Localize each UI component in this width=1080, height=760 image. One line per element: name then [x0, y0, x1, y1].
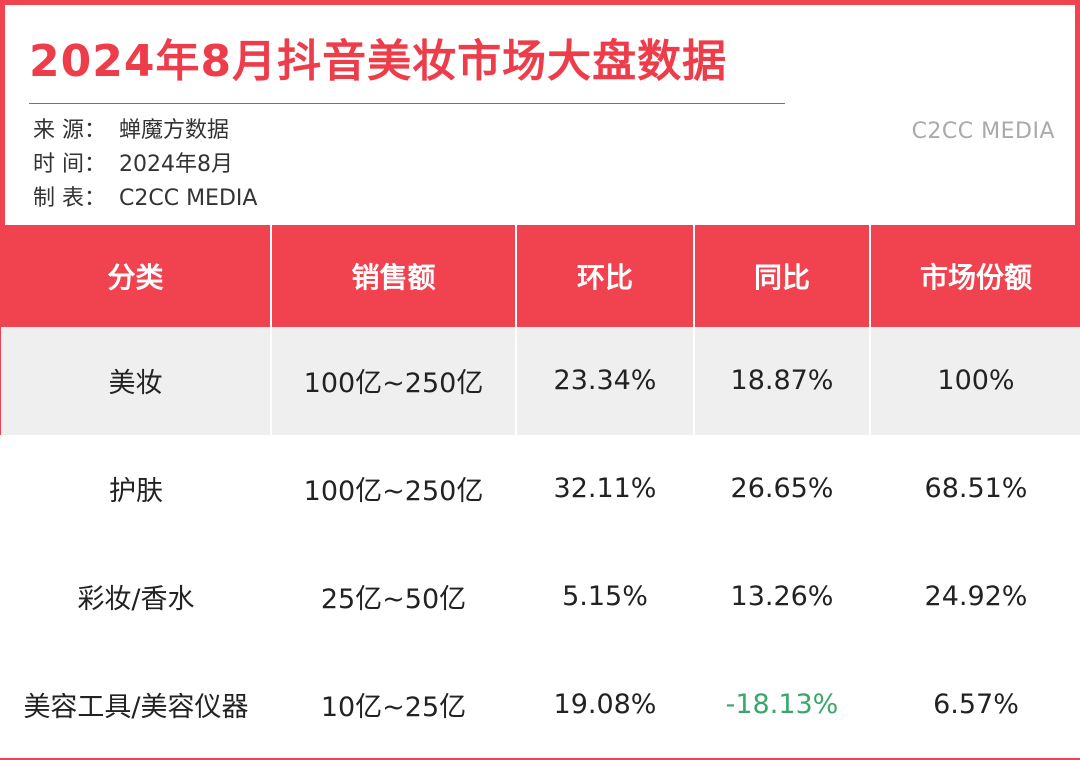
meta-source: 来 源： 蝉魔方数据: [33, 116, 229, 146]
cell-category: 护肤: [0, 434, 271, 543]
meta-source-key: 来 源：: [33, 118, 106, 143]
cell-mom: 5.15%: [515, 542, 694, 651]
cell-mom: 19.08%: [515, 650, 694, 758]
cell-category: 彩妆/香水: [0, 542, 271, 651]
header-sales: 销售额: [270, 225, 516, 327]
meta-time: 时 间： 2024年8月: [33, 150, 233, 180]
meta-maker: 制 表： C2CC MEDIA: [33, 184, 257, 214]
meta-maker-key: 制 表：: [33, 186, 106, 211]
table-row: 美容工具/美容仪器 10亿~25亿 19.08% -18.13% 6.57%: [0, 650, 1080, 758]
table-row: 护肤 100亿~250亿 32.11% 26.65% 68.51%: [0, 434, 1080, 543]
cell-share: 6.57%: [869, 650, 1080, 758]
cell-yoy: 18.87%: [693, 327, 870, 435]
cell-sales: 10亿~25亿: [270, 650, 516, 758]
table-header-row: 分类 销售额 环比 同比 市场份额: [1, 225, 1080, 327]
data-table: 分类 销售额 环比 同比 市场份额 美妆 100亿~250亿 23.34% 18…: [0, 225, 1080, 758]
meta-time-value: 2024年8月: [119, 152, 233, 177]
cell-share: 24.92%: [869, 542, 1080, 651]
cell-category: 美妆: [1, 327, 271, 435]
cell-share: 100%: [869, 327, 1080, 435]
cell-mom: 23.34%: [515, 327, 694, 435]
title-underline: [29, 103, 785, 104]
header-yoy: 同比: [693, 225, 870, 327]
meta-time-key: 时 间：: [33, 152, 106, 177]
cell-category: 美容工具/美容仪器: [0, 650, 271, 758]
meta-source-value: 蝉魔方数据: [119, 118, 230, 143]
header-category: 分类: [1, 225, 271, 327]
table-row: 美妆 100亿~250亿 23.34% 18.87% 100%: [1, 327, 1080, 435]
table-row: 彩妆/香水 25亿~50亿 5.15% 13.26% 24.92%: [0, 542, 1080, 651]
cell-sales: 100亿~250亿: [270, 327, 516, 435]
cell-sales: 100亿~250亿: [270, 434, 516, 543]
brand-watermark: C2CC MEDIA: [911, 119, 1055, 144]
cell-yoy: -18.13%: [693, 650, 870, 758]
cell-yoy: 13.26%: [693, 542, 870, 651]
cell-yoy: 26.65%: [693, 434, 870, 543]
cell-sales: 25亿~50亿: [270, 542, 516, 651]
cell-mom: 32.11%: [515, 434, 694, 543]
meta-maker-value: C2CC MEDIA: [119, 186, 258, 211]
cell-share: 68.51%: [869, 434, 1080, 543]
header-share: 市场份额: [869, 225, 1080, 327]
page-title: 2024年8月抖音美妆市场大盘数据: [29, 36, 728, 87]
header-mom: 环比: [515, 225, 694, 327]
